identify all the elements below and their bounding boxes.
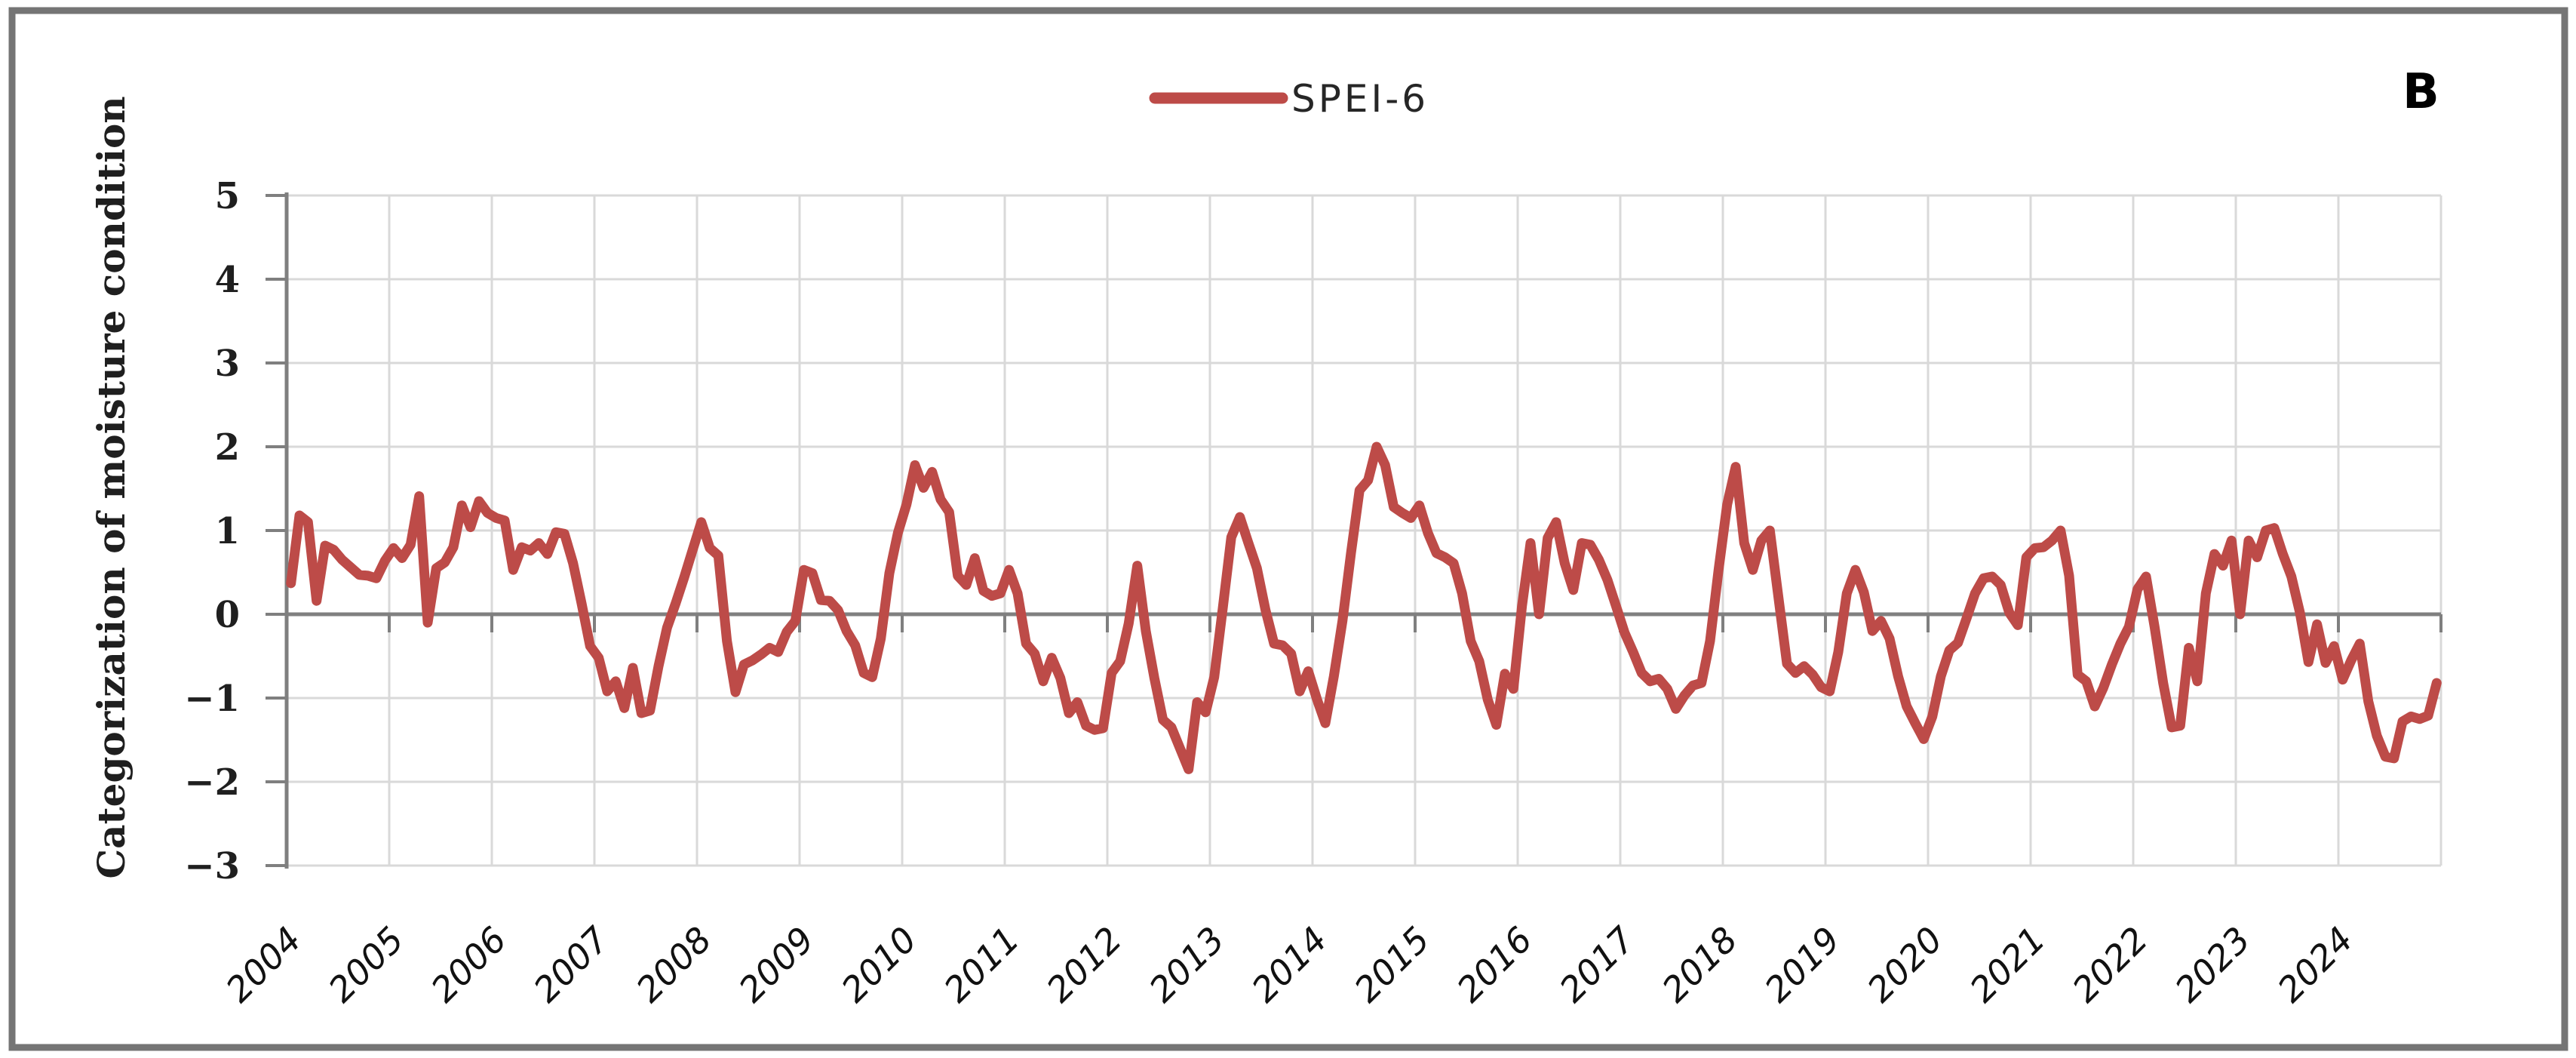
y-tick-label: −3 bbox=[184, 845, 240, 887]
legend: SPEI-6 bbox=[1149, 77, 1429, 121]
x-year-label: 2018 bbox=[1654, 919, 1745, 1010]
x-year-label: 2008 bbox=[628, 919, 720, 1010]
x-year-label: 2012 bbox=[1039, 919, 1130, 1010]
x-year-label: 2021 bbox=[1962, 919, 2053, 1010]
y-tick-label: 0 bbox=[215, 594, 240, 636]
tick-labels-layer: 5 4 3 2 1 0 −1 −2 −3 2004 2005 2006 2007 2008 2009 2010… bbox=[184, 175, 2360, 1010]
x-year-label: 2010 bbox=[834, 919, 925, 1010]
panel-label: B bbox=[2403, 64, 2439, 120]
x-year-label: 2004 bbox=[218, 919, 309, 1010]
x-year-label: 2009 bbox=[731, 919, 822, 1010]
spei-6-series-line bbox=[286, 441, 2442, 774]
x-year-label: 2007 bbox=[526, 919, 617, 1010]
x-year-label: 2019 bbox=[1757, 919, 1848, 1010]
y-tick-label: 5 bbox=[215, 175, 240, 217]
series-layer bbox=[286, 441, 2442, 774]
x-year-label: 2005 bbox=[321, 919, 412, 1010]
y-tick-label: 4 bbox=[215, 259, 240, 301]
x-year-label: 2013 bbox=[1141, 919, 1233, 1010]
legend-label: SPEI-6 bbox=[1291, 77, 1429, 121]
figure-border bbox=[8, 7, 2568, 1051]
x-year-label: 2015 bbox=[1346, 919, 1438, 1010]
x-year-label: 2006 bbox=[423, 919, 514, 1010]
y-tick-label: 3 bbox=[215, 343, 240, 385]
x-year-label: 2024 bbox=[2270, 919, 2361, 1010]
y-tick-label: −1 bbox=[184, 678, 240, 720]
x-year-label: 2014 bbox=[1244, 919, 1335, 1010]
y-axis-title: Categorization of moisture condition bbox=[89, 96, 134, 878]
x-year-label: 2016 bbox=[1449, 919, 1540, 1010]
x-year-label: 2023 bbox=[2167, 919, 2258, 1010]
x-year-label: 2011 bbox=[936, 919, 1027, 1010]
y-tick-label: 1 bbox=[215, 510, 240, 552]
y-tick-label: −2 bbox=[184, 761, 240, 804]
y-tick-label: 2 bbox=[215, 426, 240, 469]
axes-layer bbox=[266, 192, 2442, 869]
x-year-label: 2022 bbox=[2065, 919, 2156, 1010]
x-year-label: 2017 bbox=[1552, 919, 1643, 1010]
x-year-label: 2020 bbox=[1859, 919, 1951, 1010]
gridlines-layer bbox=[285, 194, 2442, 867]
